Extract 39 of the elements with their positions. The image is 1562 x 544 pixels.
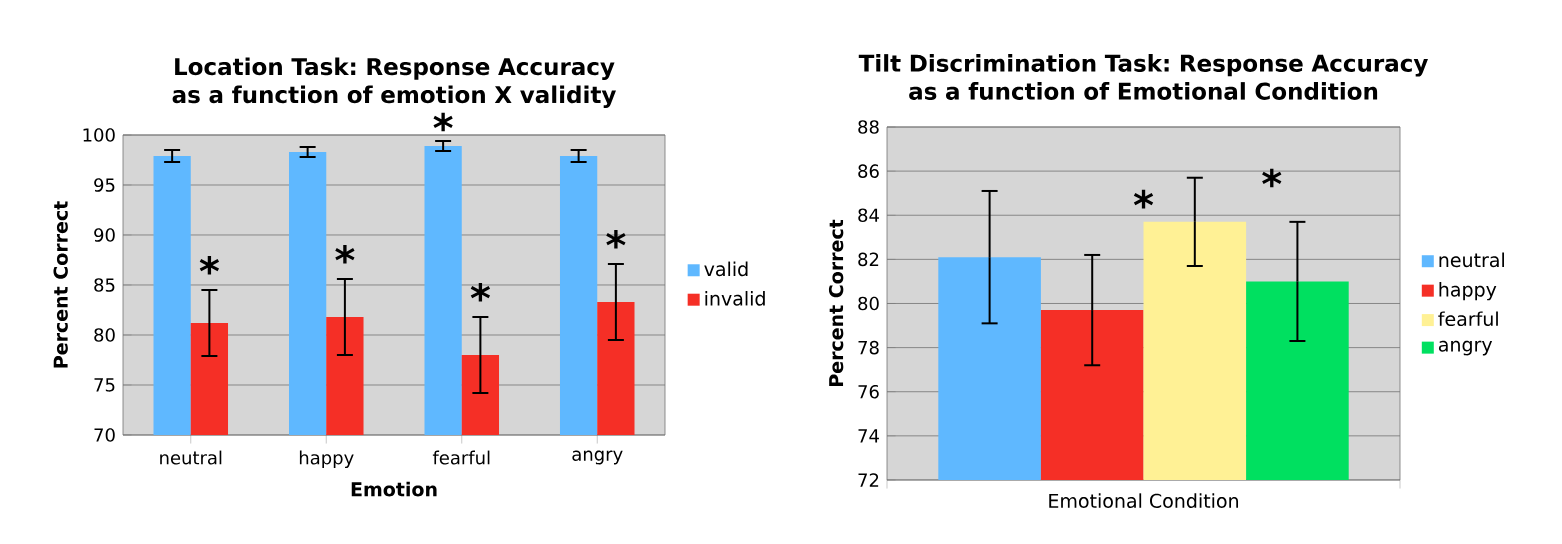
y-tick-label: 80	[94, 328, 115, 342]
annotation: *	[199, 255, 220, 275]
y-tick-label: 76	[858, 384, 879, 399]
y-axis-title: Percent Correct	[53, 201, 68, 368]
y-tick-label: 82	[858, 252, 879, 267]
y-tick-label: 95	[94, 178, 115, 192]
x-tick-label: happy	[299, 450, 354, 468]
x-tick-label: angry	[572, 450, 623, 465]
y-tick-label: 88	[858, 120, 879, 134]
y-tick-label: 72	[858, 473, 879, 487]
y-axis-title: Percent Correct	[828, 219, 844, 386]
y-tick-label: 70	[94, 428, 115, 442]
annotation: *	[1133, 189, 1154, 209]
annotation: *	[470, 282, 491, 302]
y-tick-label: 75	[94, 378, 115, 392]
annotation: *	[606, 229, 626, 249]
legend-label: happy	[1439, 281, 1497, 301]
y-tick-label: 78	[858, 340, 879, 355]
legend-label: valid	[704, 261, 748, 277]
x-axis-title: Emotion	[351, 481, 437, 497]
y-tick-label: 74	[858, 429, 879, 443]
y-tick-label: 84	[858, 208, 879, 223]
chart-title: Tilt Discrimination Task: Response Accuracy as a function of Emotional Condition	[858, 54, 1428, 100]
legend-label: fearful	[1438, 311, 1498, 327]
annotation: *	[335, 244, 355, 264]
chart-title: Location Task: Response Accuracy as a function of emotion X validity	[172, 57, 616, 108]
y-tick-label: 86	[858, 164, 879, 178]
y-tick-label: 100	[83, 128, 115, 142]
x-tick-label: fearful	[432, 450, 490, 465]
y-tick-label: 85	[94, 278, 115, 292]
y-tick-label: 90	[94, 228, 115, 242]
x-tick-label: neutral	[160, 450, 222, 465]
text: *	[433, 112, 453, 132]
legend-label: angry	[1438, 340, 1493, 356]
y-tick-label: 80	[858, 296, 879, 311]
legend-label: invalid	[705, 290, 765, 306]
legend-label: neutral	[1439, 252, 1504, 268]
annotation: *	[1262, 168, 1282, 188]
x-axis-title: Emotional Condition	[1049, 493, 1239, 509]
